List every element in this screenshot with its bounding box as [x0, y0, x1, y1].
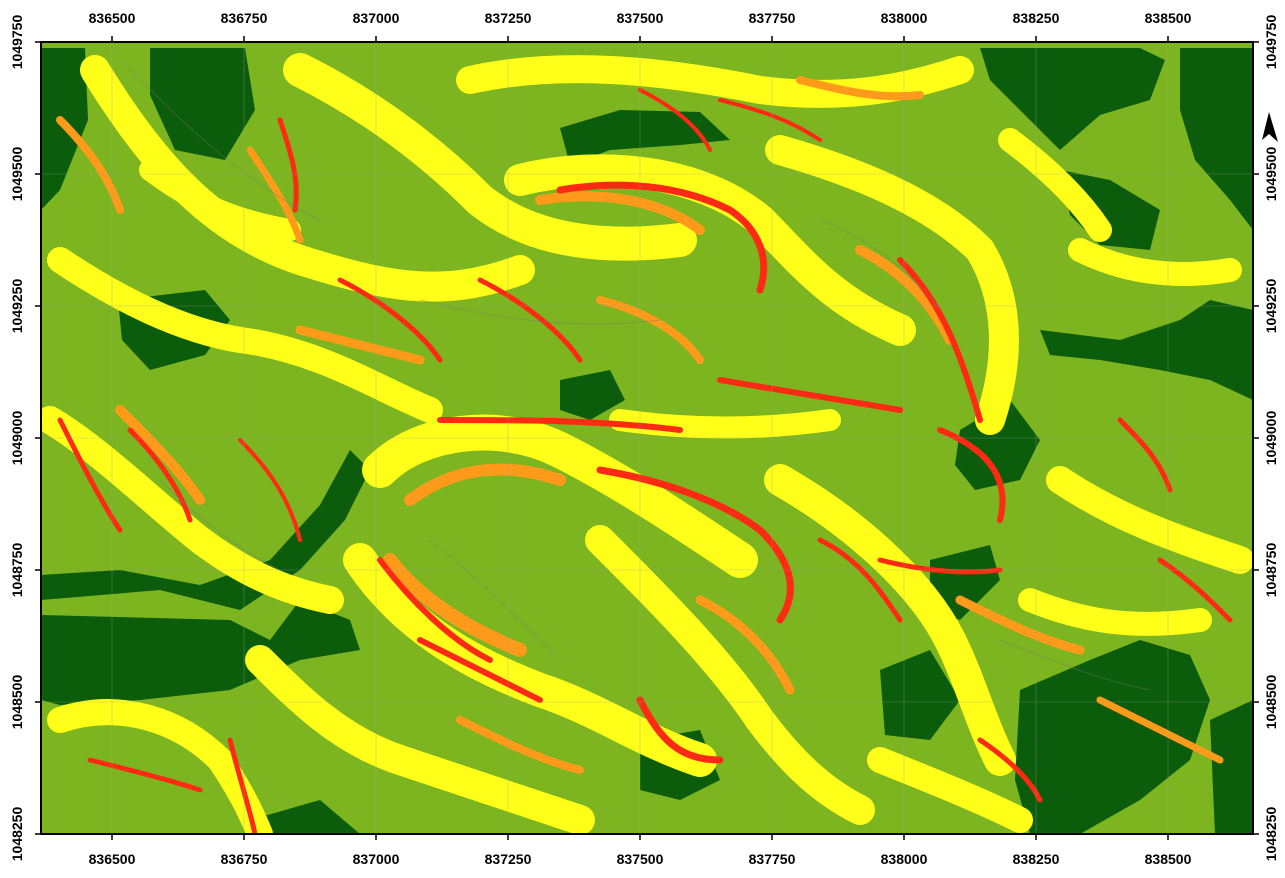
x-tick-bottom-4: 837250: [485, 851, 532, 867]
y-tick-left-2: 1049500: [9, 147, 25, 202]
map-area[interactable]: [41, 42, 1253, 834]
y-tick-left-7: 1048250: [9, 807, 25, 862]
x-tick-bottom-3: 837000: [353, 851, 400, 867]
y-tick-right-5: 1048750: [1263, 543, 1279, 598]
x-tick-top-5: 837500: [617, 10, 664, 26]
y-tick-right-1: 1049750: [1263, 15, 1279, 70]
x-tick-top-2: 836750: [221, 10, 268, 26]
x-tick-bottom-7: 838000: [881, 851, 928, 867]
x-axis-top: 836500 836750 837000 837250 837500 83775…: [89, 10, 1192, 42]
x-tick-top-4: 837250: [485, 10, 532, 26]
polygon-outlines: [119, 59, 1151, 691]
class-4-streaks: [56, 76, 1224, 774]
x-tick-top-3: 837000: [353, 10, 400, 26]
y-tick-right-2: 1049500: [1263, 147, 1279, 202]
y-tick-right-3: 1049250: [1263, 279, 1279, 334]
x-tick-bottom-1: 836500: [89, 851, 136, 867]
x-tick-top-1: 836500: [89, 10, 136, 26]
x-tick-bottom-6: 837750: [749, 851, 796, 867]
y-tick-left-6: 1048500: [9, 675, 25, 730]
class-5-ridges: [57, 88, 1233, 834]
y-tick-right-4: 1049000: [1263, 411, 1279, 466]
y-tick-right-6: 1048500: [1263, 675, 1279, 730]
north-arrow-icon: [1262, 112, 1278, 142]
x-axis-bottom: 836500 836750 837000 837250 837500 83775…: [89, 834, 1192, 867]
y-axis-left: 1049750 1049500 1049250 1049000 1048750 …: [9, 15, 41, 862]
x-tick-bottom-9: 838500: [1145, 851, 1192, 867]
x-tick-bottom-2: 836750: [221, 851, 268, 867]
x-tick-top-7: 838000: [881, 10, 928, 26]
y-axis-right: 1049750 1049500 1049250 1049000 1048750 …: [1253, 15, 1279, 862]
y-tick-right-7: 1048250: [1263, 807, 1279, 862]
graticule: [41, 42, 1253, 834]
y-tick-left-4: 1049000: [9, 411, 25, 466]
y-tick-left-5: 1048750: [9, 543, 25, 598]
x-tick-top-9: 838500: [1145, 10, 1192, 26]
x-tick-top-8: 838250: [1013, 10, 1060, 26]
y-tick-left-1: 1049750: [9, 15, 25, 70]
x-tick-top-6: 837750: [749, 10, 796, 26]
y-tick-left-3: 1049250: [9, 279, 25, 334]
x-tick-bottom-8: 838250: [1013, 851, 1060, 867]
x-tick-bottom-5: 837500: [617, 851, 664, 867]
